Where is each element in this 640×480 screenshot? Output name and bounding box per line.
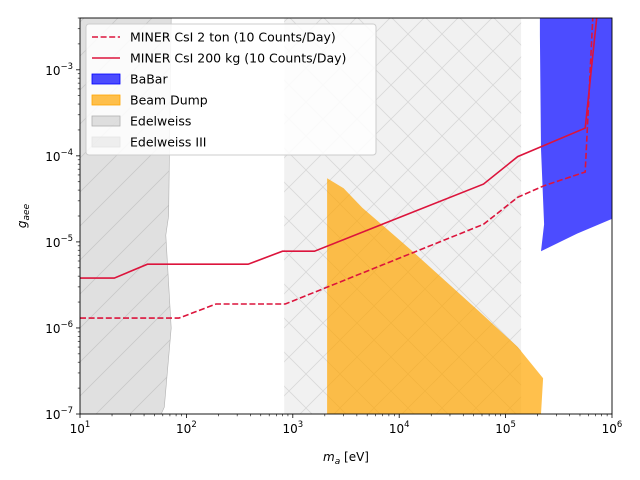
y-axis-label: gaee <box>15 203 32 228</box>
y-tick-label: 10−3 <box>45 62 73 78</box>
x-tick-label: 106 <box>602 420 623 436</box>
legend-label: Edelweiss III <box>130 135 206 150</box>
legend-label: Beam Dump <box>130 93 208 108</box>
legend-label: MINER CsI 2 ton (10 Counts/Day) <box>130 30 336 45</box>
legend-label: BaBar <box>130 72 168 87</box>
legend-swatch <box>91 94 121 106</box>
x-tick-label: 105 <box>495 420 516 436</box>
x-axis-label: ma [eV] <box>323 450 369 467</box>
y-tick-label: 10−7 <box>45 406 73 422</box>
x-tick-label: 102 <box>176 420 197 436</box>
legend-label: Edelweiss <box>130 114 191 129</box>
y-tick-label: 10−6 <box>45 320 73 336</box>
y-tick-label: 10−5 <box>45 234 73 250</box>
miner-200kg-line <box>80 18 598 279</box>
legend-frame <box>85 23 377 156</box>
babar-region <box>539 18 612 252</box>
beam-dump-region <box>327 178 544 414</box>
legend-swatch <box>91 73 121 85</box>
miner-2ton-line <box>80 18 594 319</box>
x-tick-label: 101 <box>70 420 91 436</box>
legend-swatch <box>91 115 121 127</box>
legend-label: MINER CsI 200 kg (10 Counts/Day) <box>130 51 346 66</box>
x-tick-label: 104 <box>389 420 410 436</box>
legend-swatch <box>91 136 121 148</box>
y-tick-label: 10−4 <box>45 148 73 164</box>
legend: MINER CsI 2 ton (10 Counts/Day) MINER CsI… <box>85 23 377 156</box>
x-tick-label: 103 <box>282 420 303 436</box>
